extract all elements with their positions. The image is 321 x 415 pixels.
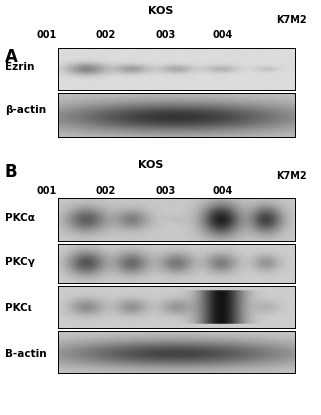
Text: 002: 002 <box>96 186 116 196</box>
Text: B-actin: B-actin <box>5 349 47 359</box>
Text: 003: 003 <box>155 186 176 196</box>
Text: β-actin: β-actin <box>5 105 46 115</box>
Text: K7M2: K7M2 <box>276 171 307 181</box>
Text: KOS: KOS <box>148 6 173 16</box>
Text: 003: 003 <box>155 30 176 40</box>
Text: PKCγ: PKCγ <box>5 257 35 267</box>
Text: 001: 001 <box>36 186 57 196</box>
Text: Ezrin: Ezrin <box>5 62 34 72</box>
Text: 001: 001 <box>36 30 57 40</box>
Text: K7M2: K7M2 <box>276 15 307 25</box>
Text: PKCι: PKCι <box>5 303 31 313</box>
Text: A: A <box>5 48 18 66</box>
Text: 002: 002 <box>96 30 116 40</box>
Text: KOS: KOS <box>138 160 164 170</box>
Text: 004: 004 <box>213 30 233 40</box>
Text: PKCα: PKCα <box>5 213 35 223</box>
Text: 004: 004 <box>213 186 233 196</box>
Text: B: B <box>5 163 18 181</box>
